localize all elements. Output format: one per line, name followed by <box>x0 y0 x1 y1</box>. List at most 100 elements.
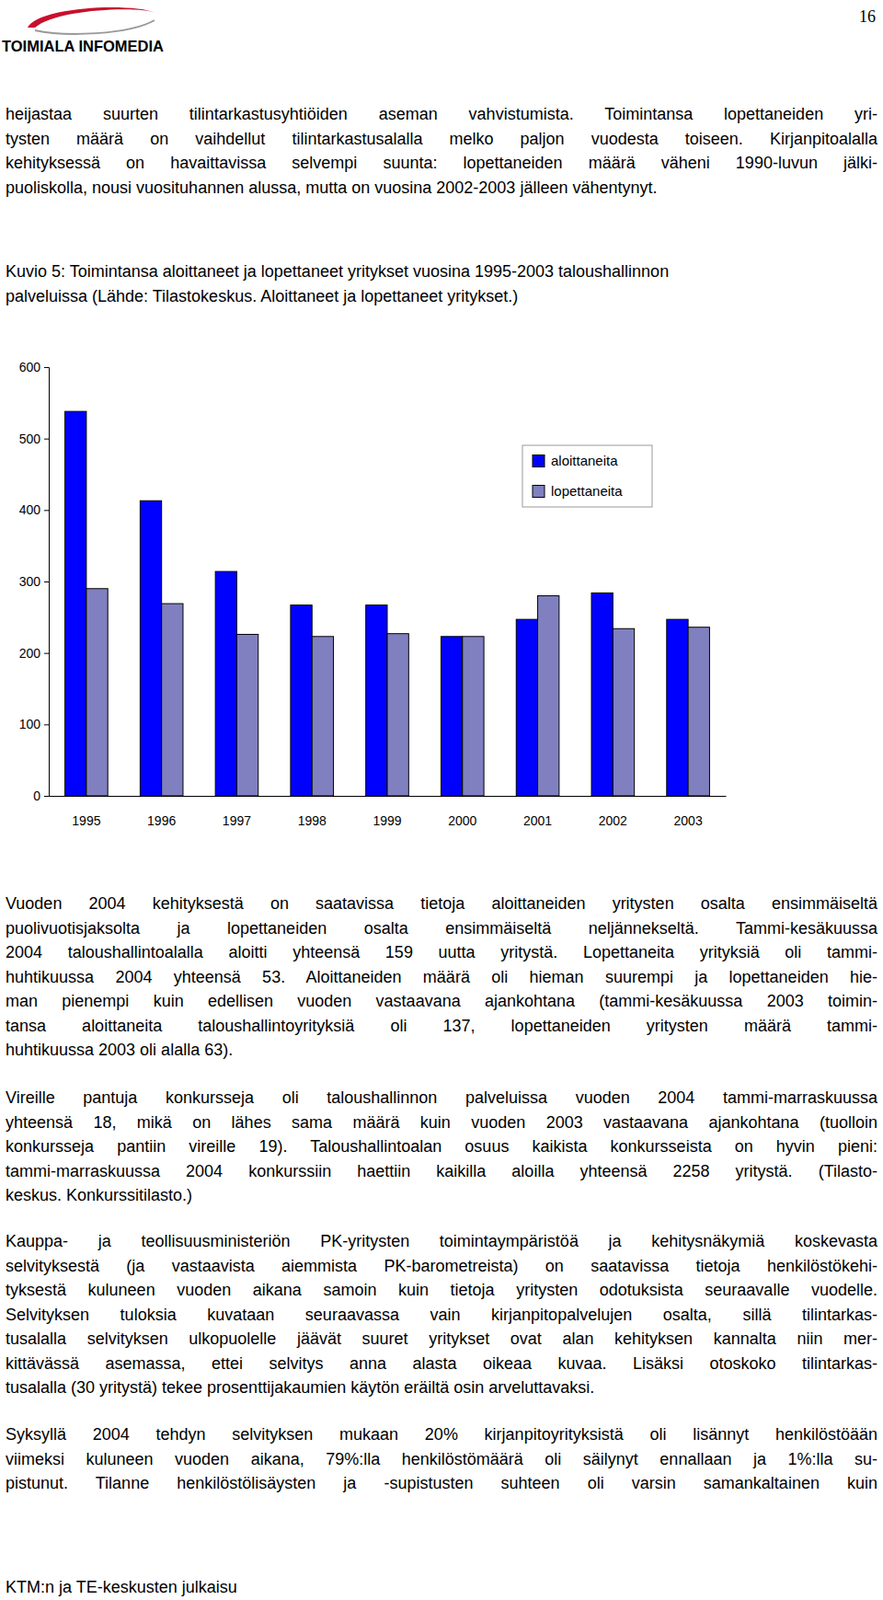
x-tick: 2003 <box>674 795 703 828</box>
bar <box>65 411 87 796</box>
text-line: konkursseja pantiin vireille 19). Talous… <box>5 1134 878 1159</box>
y-tick: 600 <box>19 359 49 375</box>
logo-arc <box>34 20 155 35</box>
series-bars <box>86 588 711 796</box>
y-tick-mark <box>44 795 49 797</box>
text-line: puoliskolla, nousi vuosituhannen alussa,… <box>5 175 878 201</box>
x-tick: 1997 <box>222 795 252 828</box>
bars <box>65 411 711 796</box>
bar <box>516 619 538 796</box>
text-line: tyksestä kuluneen vuoden aikana samoin k… <box>5 1277 878 1303</box>
bar <box>161 603 184 796</box>
y-tick: 0 <box>33 788 49 803</box>
text-line: Syksyllä 2004 tehdyn selvityksen mukaan … <box>5 1421 878 1447</box>
x-tick-label: 2002 <box>598 813 628 828</box>
text-line: viimeksi kuluneen vuoden aikana, 79%:lla… <box>5 1446 878 1472</box>
x-tick: 1995 <box>71 795 101 828</box>
x-tick-label: 1997 <box>222 813 252 828</box>
logo-swoosh <box>27 7 157 28</box>
text-line: yhteensä 18, mikä on lähes sama määrä ku… <box>5 1110 878 1136</box>
y-tick: 500 <box>19 431 49 447</box>
legend-label: aloittaneita <box>550 452 619 469</box>
x-tick-label: 1998 <box>298 813 327 828</box>
x-axis: 1995 1996 1997 1998 1999 2000 2001 2002 2003 <box>49 795 727 828</box>
text-line: tusalalla selvityksen ulkopuolelle jäävä… <box>5 1326 878 1352</box>
y-tick-label: 200 <box>19 645 42 661</box>
y-axis: 0 100 200 300 400 500 600 <box>19 359 50 803</box>
text-line: kehityksessä on havaittavissa selvempi s… <box>5 150 878 176</box>
y-tick-mark <box>44 723 49 725</box>
y-tick-mark <box>44 653 49 654</box>
bar <box>591 592 613 796</box>
x-tick-label: 1996 <box>147 813 176 828</box>
legend-frame <box>522 445 653 507</box>
y-tick: 400 <box>19 502 49 517</box>
x-tick: 1998 <box>298 795 327 828</box>
y-tick-label: 600 <box>19 359 42 375</box>
bar <box>236 633 258 796</box>
header: TOIMIALA INFOMEDIA 16 <box>0 0 883 65</box>
bar <box>290 605 312 796</box>
legend-swatch <box>532 455 545 468</box>
bar <box>538 596 560 796</box>
bar <box>462 636 484 796</box>
bar <box>311 636 333 796</box>
x-tick-label: 1999 <box>372 813 402 828</box>
y-tick-label: 400 <box>19 502 42 517</box>
x-tick-label: 2003 <box>674 813 703 828</box>
text-line: tusalalla (30 yritystä) tekee prosenttij… <box>5 1375 878 1400</box>
bar <box>440 636 462 796</box>
y-tick: 100 <box>19 716 49 732</box>
x-tick-label: 2000 <box>447 813 477 828</box>
x-tick: 1999 <box>372 795 402 828</box>
y-tick-mark <box>44 438 49 440</box>
legend-label: lopettaneita <box>550 482 623 499</box>
logo-text: TOIMIALA INFOMEDIA <box>1 37 164 55</box>
text-line: tysten määrä on vaihdellut tilintarkastu… <box>5 126 878 152</box>
bar <box>86 588 108 796</box>
text-line: huhtikuussa 2004 yhteensä 53. Aloittanei… <box>5 964 878 990</box>
bar <box>215 571 237 796</box>
x-tick-label: 2001 <box>523 813 552 828</box>
x-tick-label: 1995 <box>71 813 101 828</box>
y-tick-label: 500 <box>19 431 42 447</box>
y-tick-mark <box>44 581 49 583</box>
y-tick: 300 <box>19 573 49 589</box>
text-line: tammi-marraskuussa 2004 konkurssiin haet… <box>5 1158 878 1184</box>
x-tick: 1996 <box>147 795 176 828</box>
y-tick-mark <box>44 509 49 511</box>
text-line: palveluissa (Lähde: Tilastokeskus. Aloit… <box>5 284 878 310</box>
text-line: selvityksestä (ja vastaavista aiemmista … <box>5 1253 878 1279</box>
y-tick-label: 300 <box>19 573 42 589</box>
legend: aloittaneita lopettaneita <box>522 445 653 507</box>
y-tick-mark <box>44 366 49 368</box>
y-tick: 200 <box>19 645 49 661</box>
x-tick: 2000 <box>447 795 477 828</box>
series-bars <box>65 411 689 796</box>
text-line: keskus. Konkurssitilasto.) <box>5 1182 878 1208</box>
bar <box>666 619 689 796</box>
text-line: pistunut. Tilanne henkilöstölisäysten ja… <box>5 1470 878 1496</box>
text-line: man pienempi kuin edellisen vuoden vasta… <box>5 988 878 1014</box>
text-line: huhtikuussa 2003 oli alalla 63). <box>5 1037 878 1063</box>
page: TOIMIALA INFOMEDIA16heijastaa suurten ti… <box>0 0 883 1600</box>
y-tick-label: 100 <box>19 716 42 732</box>
text-line: kittävässä asemassa, ettei selvitys anna… <box>5 1351 878 1377</box>
text-line: Selvityksen tuloksia kuvataan seuraavass… <box>5 1302 878 1328</box>
y-axis-line <box>44 367 50 797</box>
x-tick: 2001 <box>523 795 552 828</box>
text-line: Kuvio 5: Toimintansa aloittaneet ja lope… <box>5 259 878 285</box>
x-axis-line <box>49 795 727 797</box>
bar <box>612 628 634 796</box>
footer: KTM:n ja TE-keskusten julkaisu <box>5 1574 878 1600</box>
bar <box>139 500 161 796</box>
text-line: puolivuotisjaksolta ja lopettaneiden osa… <box>5 916 878 941</box>
bar <box>387 633 409 796</box>
text-line: 2004 taloushallintoalalla aloitti yhteen… <box>5 940 878 965</box>
text-line: Vireille pantuja konkursseja oli taloush… <box>5 1085 878 1111</box>
legend-swatch <box>532 485 545 498</box>
page-number: 16 <box>859 7 876 26</box>
text-line: tansa aloittaneita taloushallintoyrityks… <box>5 1013 878 1039</box>
text-line: Vuoden 2004 kehityksestä on saatavissa t… <box>5 891 878 917</box>
text-line: Kauppa- ja teollisuusministeriön PK-yrit… <box>5 1228 878 1254</box>
